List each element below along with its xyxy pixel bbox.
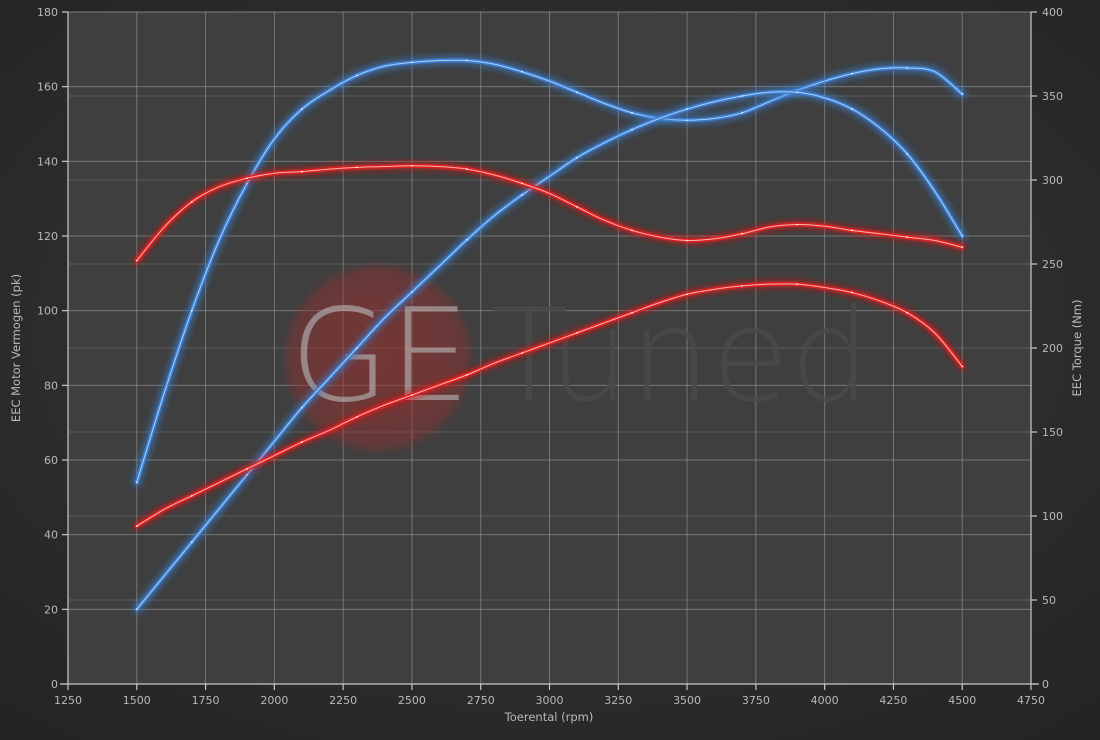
x-tick-label: 3250 xyxy=(604,694,632,707)
y2-axis-title: EEC Torque (Nm) xyxy=(1070,300,1084,397)
x-tick-label: 2250 xyxy=(329,694,357,707)
watermark-secondary-text: Tuned xyxy=(490,282,871,431)
x-tick-label: 3500 xyxy=(673,694,701,707)
y-tick-label: 0 xyxy=(51,678,58,691)
y2-tick-label: 50 xyxy=(1042,594,1056,607)
x-tick-label: 3000 xyxy=(536,694,564,707)
y-tick-label: 40 xyxy=(44,529,58,542)
y2-tick-label: 300 xyxy=(1042,174,1063,187)
x-tick-label: 3750 xyxy=(742,694,770,707)
x-tick-label: 2750 xyxy=(467,694,495,707)
x-tick-label: 4500 xyxy=(948,694,976,707)
series-0 xyxy=(132,55,967,487)
y-tick-label: 140 xyxy=(37,155,58,168)
x-tick-label: 4000 xyxy=(811,694,839,707)
y-tick-label: 180 xyxy=(37,6,58,19)
x-tick-label: 2500 xyxy=(398,694,426,707)
series-1 xyxy=(132,87,967,614)
y-tick-label: 80 xyxy=(44,379,58,392)
y2-tick-label: 400 xyxy=(1042,6,1063,19)
axis-tick-labels: 0 20 40 60 80 100 120 140 160 180 0 50 100 150 200 250 3… xyxy=(37,6,1063,707)
y2-tick-label: 250 xyxy=(1042,258,1063,271)
axes xyxy=(60,11,1039,690)
y-tick-label: 60 xyxy=(44,454,58,467)
y2-tick-label: 200 xyxy=(1042,342,1063,355)
x-tick-label: 1500 xyxy=(123,694,151,707)
y2-tick-label: 150 xyxy=(1042,426,1063,439)
y-tick-label: 120 xyxy=(37,230,58,243)
y2-tick-label: 350 xyxy=(1042,90,1063,103)
series-2 xyxy=(132,161,967,265)
y-tick-label: 160 xyxy=(37,81,58,94)
y2-tick-label: 0 xyxy=(1042,678,1049,691)
y2-tick-label: 100 xyxy=(1042,510,1063,523)
data-curves xyxy=(132,55,967,614)
x-tick-label: 2000 xyxy=(260,694,288,707)
x-tick-label: 4750 xyxy=(1017,694,1045,707)
y-axis-title: EEC Motor Vermogen (pk) xyxy=(9,274,23,422)
axis-titles: EEC Motor Vermogen (pk) EEC Torque (Nm) … xyxy=(9,274,1084,724)
series-3 xyxy=(132,279,967,531)
x-tick-label: 1750 xyxy=(192,694,220,707)
watermark: GE Tuned xyxy=(280,260,871,456)
x-axis-title: Toerental (rpm) xyxy=(504,710,594,724)
x-tick-label: 4250 xyxy=(879,694,907,707)
x-tick-label: 1250 xyxy=(54,694,82,707)
y-tick-label: 20 xyxy=(44,603,58,616)
y-tick-label: 100 xyxy=(37,305,58,318)
